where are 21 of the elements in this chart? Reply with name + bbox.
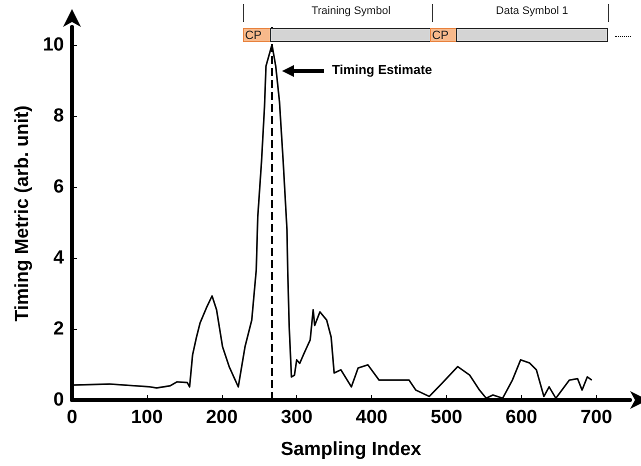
y-tick-label: 4 bbox=[53, 247, 64, 268]
annotation: Timing Estimate bbox=[332, 62, 432, 77]
x-tick-label: 600 bbox=[506, 407, 538, 428]
annotation: CP bbox=[245, 28, 262, 42]
x-tick-label: 700 bbox=[580, 407, 612, 428]
y-tick-label: 10 bbox=[42, 34, 64, 56]
x-tick-label: 0 bbox=[66, 407, 78, 428]
y-tick-label: 8 bbox=[53, 105, 64, 126]
x-axis-title: Sampling Index bbox=[280, 439, 422, 460]
text: Training Symbol bbox=[311, 5, 391, 17]
x-tick-label: 100 bbox=[131, 407, 163, 428]
annotation: CP bbox=[432, 28, 449, 42]
x-tick-label: 300 bbox=[280, 407, 313, 428]
y-tick-label: 2 bbox=[53, 318, 64, 340]
x-tick-label: 500 bbox=[430, 407, 462, 428]
y-tick-label: 6 bbox=[53, 176, 64, 198]
x-tick-label: 400 bbox=[356, 407, 388, 428]
text: Data Symbol 1 bbox=[496, 5, 568, 17]
y-axis-title: Timing Metric (arb. unit) bbox=[12, 105, 33, 322]
x-tick-label: 200 bbox=[206, 407, 238, 428]
y-tick-label: 0 bbox=[53, 390, 64, 410]
